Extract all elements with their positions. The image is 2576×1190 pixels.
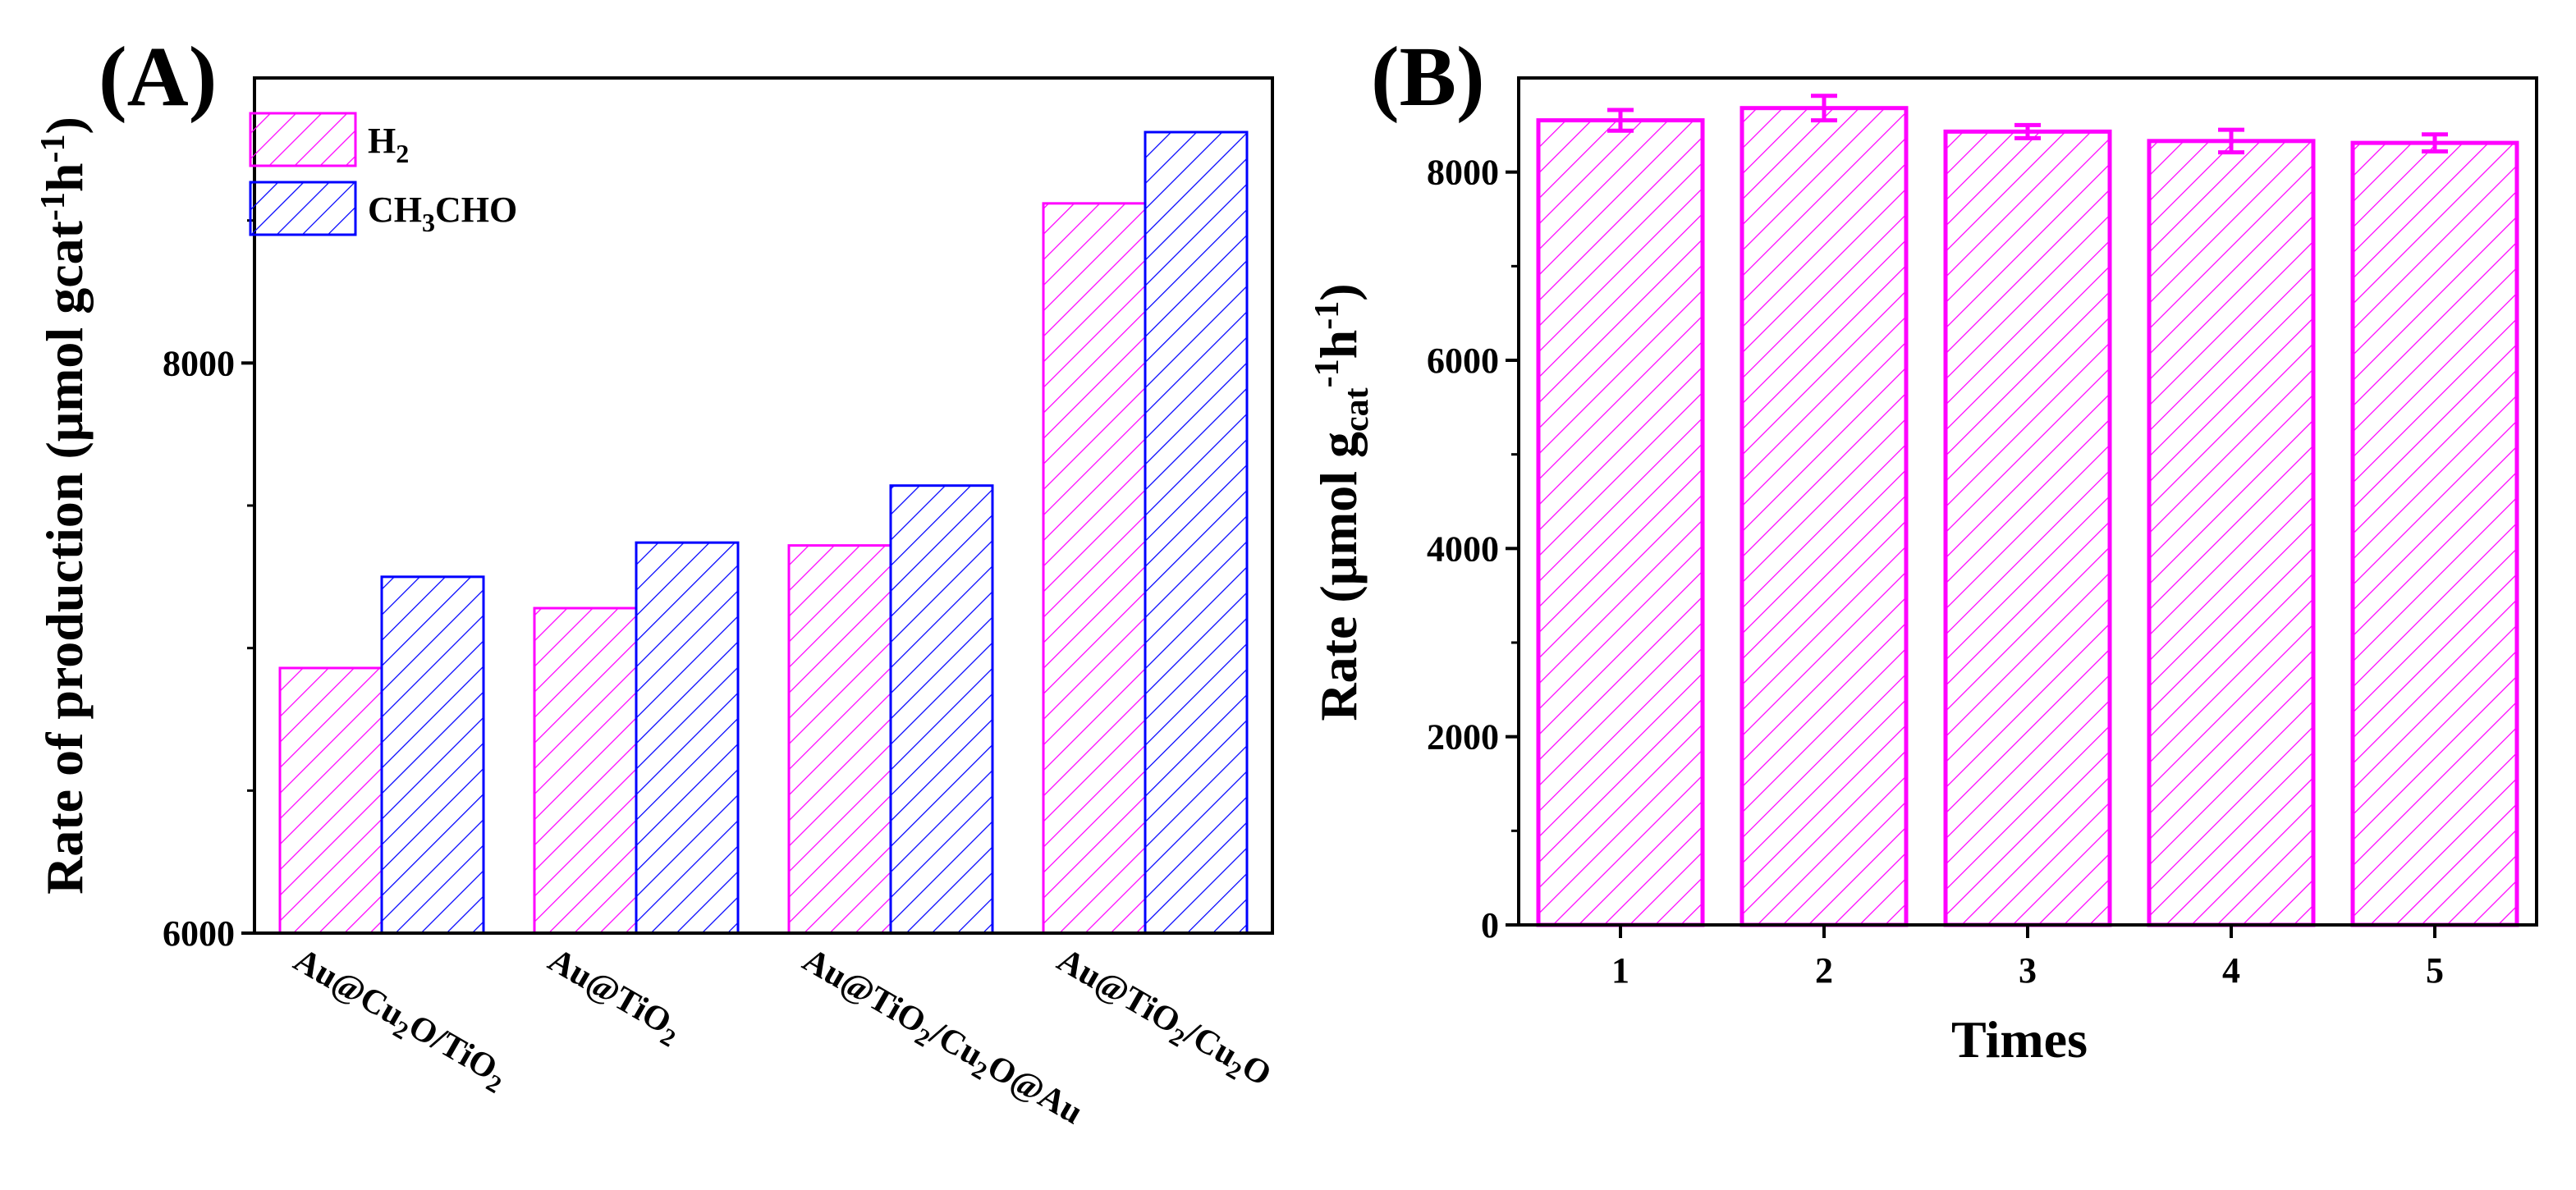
bar-ch3cho-4 bbox=[1144, 130, 1249, 935]
panel-a-bars bbox=[278, 130, 1249, 935]
bar-h2-4 bbox=[1042, 202, 1147, 935]
bar-run-4 bbox=[2147, 139, 2316, 927]
bar-h2-2 bbox=[533, 606, 638, 935]
bar-ch3cho-2 bbox=[635, 541, 740, 935]
y-tick-label: 8000 bbox=[1427, 153, 1499, 193]
panel-b-label: (B) bbox=[1371, 30, 1485, 124]
panel-a-y-axis-title: Rate of production (μmol gcat-1h-1) bbox=[34, 117, 94, 895]
legend-ch3cho-label: CH3CHO bbox=[368, 190, 517, 237]
x-tick-label-1: Au@Cu2O/TiO2 bbox=[285, 941, 515, 1099]
panel-b-x-axis-title: Times bbox=[1951, 1010, 2088, 1069]
legend-ch3cho-swatch bbox=[249, 181, 357, 236]
panel-a-legend: H2 CH3CHO bbox=[249, 112, 517, 237]
y-tick-label: 0 bbox=[1481, 905, 1499, 945]
y-tick-label: 6000 bbox=[163, 913, 235, 954]
x-tick-label-4: Au@TiO2/Cu2O bbox=[1048, 941, 1278, 1099]
bar-run-1 bbox=[1536, 118, 1705, 927]
y-tick-label: 8000 bbox=[163, 343, 235, 383]
bar-run-3 bbox=[1943, 129, 2112, 927]
y-tick-label: 2000 bbox=[1427, 717, 1499, 757]
bar-ch3cho-1 bbox=[380, 575, 485, 935]
panel-b-x-ticks: 1 2 3 4 5 bbox=[1611, 925, 2444, 991]
panel-a-y-ticks: 6000 8000 bbox=[163, 219, 254, 954]
x-tick-label-4: 4 bbox=[2222, 950, 2240, 991]
panel-b-y-ticks: 0 2000 4000 6000 8000 bbox=[1427, 153, 1519, 945]
bar-h2-3 bbox=[787, 544, 892, 935]
legend-h2-label: H2 bbox=[368, 121, 409, 168]
x-tick-label-5: 5 bbox=[2426, 950, 2444, 991]
panel-b-bars bbox=[1536, 94, 2519, 927]
x-tick-label-3: 3 bbox=[2019, 950, 2037, 991]
x-tick-label-2: 2 bbox=[1815, 950, 1833, 991]
bar-run-2 bbox=[1739, 106, 1909, 927]
y-tick-label: 6000 bbox=[1427, 341, 1499, 381]
panel-b: (B) 0 2000 4000 6000 8000 1 2 3 4 5 Times Rate (… bbox=[1309, 30, 2538, 1069]
legend-h2-swatch bbox=[249, 112, 357, 167]
x-tick-label-1: 1 bbox=[1611, 950, 1629, 991]
panel-a-label: (A) bbox=[99, 30, 217, 124]
bar-run-5 bbox=[2350, 140, 2519, 927]
panel-b-y-axis-title: Rate (μmol gcat-1h-1) bbox=[1309, 283, 1376, 721]
bar-h2-1 bbox=[278, 666, 383, 935]
x-tick-label-3: Au@TiO2/Cu2O@Au bbox=[794, 941, 1089, 1137]
x-tick-label-2: Au@TiO2 bbox=[539, 941, 689, 1053]
bar-ch3cho-3 bbox=[889, 484, 994, 935]
y-tick-label: 4000 bbox=[1427, 529, 1499, 569]
